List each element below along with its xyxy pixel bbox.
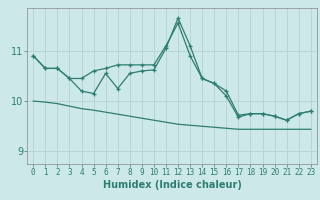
X-axis label: Humidex (Indice chaleur): Humidex (Indice chaleur) [103, 180, 241, 190]
